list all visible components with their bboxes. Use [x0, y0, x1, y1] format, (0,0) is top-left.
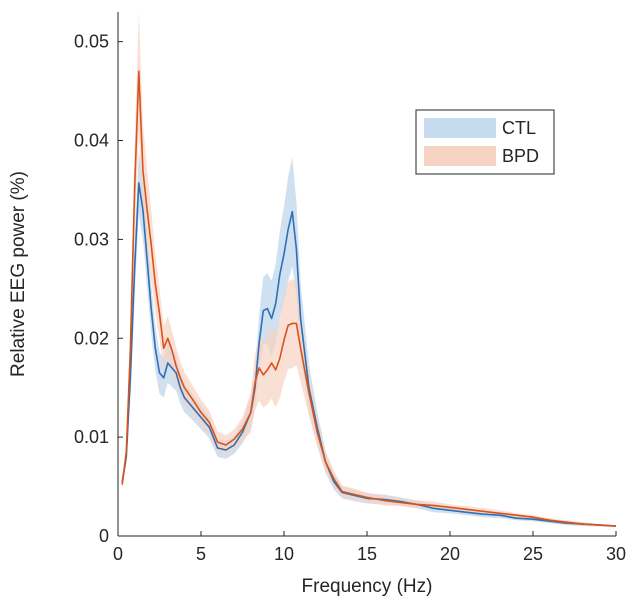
x-tick-label: 10: [274, 544, 294, 564]
x-tick-label: 30: [606, 544, 626, 564]
x-tick-label: 5: [196, 544, 206, 564]
legend-swatch-bpd: [424, 146, 496, 166]
x-tick-label: 25: [523, 544, 543, 564]
line-bpd: [121, 70, 617, 527]
y-tick-label: 0.04: [74, 131, 109, 151]
line-ctl: [121, 182, 617, 527]
legend-label-ctl: CTL: [502, 118, 536, 138]
y-tick-label: 0.03: [74, 229, 109, 249]
legend-label-bpd: BPD: [502, 146, 539, 166]
confidence-bands: [122, 12, 616, 528]
y-tick-label: 0.01: [74, 427, 109, 447]
axes: 0 5 10 15 20 25 30 0 0.01 0.02 0.03 0.04 0.05: [74, 12, 626, 564]
legend-swatch-ctl: [424, 118, 496, 138]
band-bpd: [122, 12, 616, 528]
y-axis-label: Relative EEG power (%): [8, 171, 29, 377]
x-tick-label: 20: [440, 544, 460, 564]
series-lines: [121, 70, 617, 527]
y-tick-label: 0.02: [74, 328, 109, 348]
x-tick-label: 0: [113, 544, 123, 564]
y-tick-label: 0.05: [74, 32, 109, 52]
legend: CTL BPD: [415, 109, 555, 175]
x-axis-label: Frequency (Hz): [302, 576, 433, 597]
band-ctl: [122, 151, 616, 528]
y-tick-label: 0: [99, 526, 109, 546]
x-tick-label: 15: [357, 544, 377, 564]
